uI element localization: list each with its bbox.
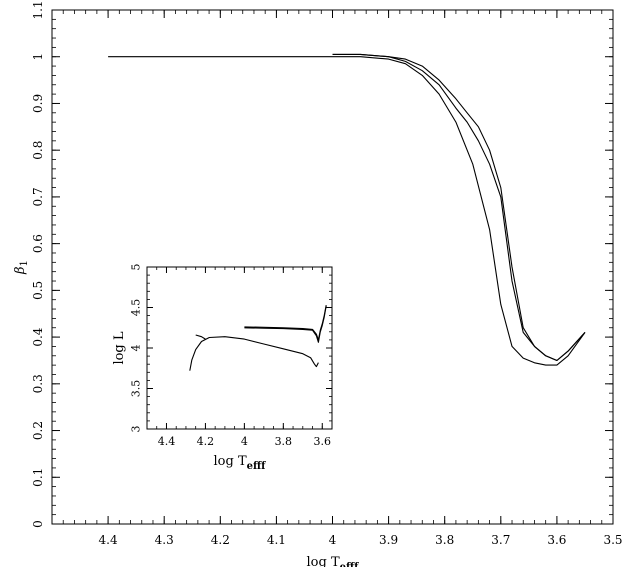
inset-frame — [146, 266, 333, 430]
inset-x-tick-label: 3.8 — [275, 435, 293, 448]
main-x-tick-label: 3.9 — [379, 533, 398, 547]
main-x-tick-label: 4.3 — [155, 533, 174, 547]
inset-background — [147, 267, 332, 429]
inset-y-tick-label: 4.5 — [130, 299, 143, 317]
main-x-tick-label: 3.7 — [491, 533, 510, 547]
inset-x-tick-label: 4.2 — [197, 435, 215, 448]
main-y-axis-label-text: β — [13, 266, 28, 275]
main-series-1-line — [108, 56, 586, 366]
inset-x-tick-label: 4.4 — [158, 435, 176, 448]
main-y-tick-label: 0.1 — [31, 468, 45, 487]
main-plot: 4.4 4.3 4.2 4.1 4 3.9 3.8 3.7 3.6 3.5 0 0.1 0.2 0.3 0.… — [13, 0, 623, 567]
inset-plot: 4.4 4.2 4 3.8 3.6 3 3.5 4 4.5 5 log Tefff log L — [112, 264, 333, 472]
main-frame — [51, 9, 614, 525]
inset-x-tick-label: 3.6 — [314, 435, 332, 448]
inset-y-tick-label: 4 — [130, 345, 143, 352]
inset-x-axis-label: log Tefff — [214, 454, 267, 472]
main-y-tick-label: 0.4 — [31, 327, 45, 346]
main-x-tick-label: 4 — [329, 533, 337, 547]
main-y-tick-label: 0.6 — [31, 234, 45, 253]
main-x-axis-label: log Tefff — [307, 555, 360, 567]
main-y-tick-label: 1.1 — [31, 0, 45, 19]
main-x-tick-label: 4.1 — [267, 533, 286, 547]
inset-y-axis-label: log L — [112, 331, 127, 364]
main-x-axis-label-subscript: efff — [340, 562, 360, 567]
inset-series-2-line — [195, 334, 206, 340]
main-x-tick-label: 3.6 — [547, 533, 566, 547]
inset-x-tick-label: 4 — [241, 435, 248, 448]
main-x-tick-label: 3.8 — [435, 533, 454, 547]
main-series-3-line — [332, 53, 586, 362]
inset-y-tick-label: 3.5 — [130, 380, 143, 398]
main-y-axis-label: β1 — [13, 260, 30, 275]
inset-series-4-line — [244, 304, 327, 341]
main-y-tick-label: 0.5 — [31, 281, 45, 300]
main-y-tick-label: 0.9 — [31, 94, 45, 113]
main-y-tick-label: 0.3 — [31, 374, 45, 393]
main-y-tick-label: 0.8 — [31, 141, 45, 160]
main-series-2-line — [332, 53, 586, 362]
inset-y-tick-label: 3 — [130, 426, 143, 433]
inset-x-axis-label-subscript: efff — [247, 461, 267, 472]
main-y-tick-label: 0.2 — [31, 421, 45, 440]
inset-series-1-line — [189, 336, 319, 371]
inset-x-axis-label-text: log T — [214, 454, 247, 469]
main-x-tick-label: 3.5 — [603, 533, 622, 547]
inset-y-axis-label-text: log L — [112, 331, 127, 364]
main-x-tick-label: 4.2 — [211, 533, 230, 547]
main-x-tick-label: 4.4 — [99, 533, 118, 547]
main-y-tick-label: 0 — [31, 520, 45, 528]
main-x-axis-label-text: log T — [307, 555, 340, 567]
main-y-axis-label-subscript: 1 — [19, 260, 30, 266]
main-y-tick-label: 0.7 — [31, 187, 45, 206]
main-y-tick-label: 1 — [31, 53, 45, 61]
inset-y-tick-label: 5 — [130, 264, 143, 271]
